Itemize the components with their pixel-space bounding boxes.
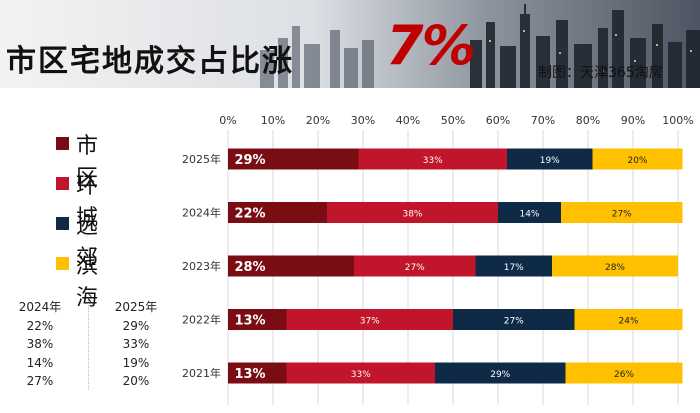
- table-cell: 22%: [26, 318, 54, 333]
- data-label: 20%: [627, 156, 647, 166]
- data-label: 14%: [519, 210, 539, 220]
- table-cell: 19%: [122, 355, 150, 370]
- y-tick-label: 2024年: [182, 206, 221, 220]
- bar-segment: [561, 202, 683, 223]
- table-cell: 14%: [26, 355, 54, 370]
- data-label: 29%: [490, 370, 510, 380]
- bar-segment: [592, 148, 683, 170]
- y-tick-label: 2021年: [182, 366, 221, 380]
- bar-segment: [286, 362, 435, 384]
- data-label: 29%: [234, 153, 265, 168]
- x-tick-label: 60%: [486, 114, 510, 127]
- legend-swatch: [56, 137, 69, 150]
- data-label: 28%: [605, 263, 625, 273]
- table-cell: 33%: [122, 337, 150, 351]
- table-column-2025: 2025年 29% 33% 19% 20%: [96, 298, 176, 391]
- bar-segment: [574, 309, 683, 330]
- bar-segment: [552, 255, 678, 277]
- bar-segment: [228, 362, 287, 384]
- x-tick-label: 80%: [576, 114, 600, 127]
- table-column-2024: 2024年 22% 38% 14% 27%: [0, 298, 80, 391]
- data-label: 38%: [402, 210, 422, 220]
- table-cell: 38%: [26, 337, 54, 351]
- chart-credit: 制图：天津365淘房: [538, 65, 663, 81]
- table-divider: [88, 300, 90, 390]
- legend-label: 环城: [76, 174, 99, 231]
- data-label: 28%: [234, 260, 265, 275]
- bar-segment: [507, 148, 593, 170]
- table-cell: 27%: [26, 374, 54, 388]
- table-cell: 20%: [122, 374, 150, 388]
- x-tick-label: 0%: [219, 114, 236, 127]
- x-tick-label: 40%: [396, 114, 420, 127]
- data-label: 37%: [360, 317, 380, 327]
- bar-segment: [228, 148, 359, 170]
- bar-segment: [228, 309, 287, 330]
- bar-segment: [228, 202, 327, 223]
- page-title: 市区宅地成交占比涨: [6, 44, 294, 79]
- legend-label: 远郊: [76, 214, 99, 271]
- data-label: 17%: [504, 263, 524, 273]
- legend-swatch: [56, 177, 69, 190]
- city-skyline-image: [260, 4, 700, 88]
- data-label: 13%: [234, 367, 265, 382]
- legend-swatch: [56, 257, 69, 270]
- data-label: 33%: [351, 370, 371, 380]
- legend-label: 滨海: [76, 254, 99, 311]
- data-label: 24%: [618, 317, 638, 327]
- data-label: 13%: [234, 314, 265, 329]
- title-percentage: 7%: [386, 14, 476, 77]
- bar-segment: [354, 255, 476, 277]
- x-tick-label: 70%: [531, 114, 555, 127]
- data-label: 27%: [504, 317, 524, 327]
- legend-swatch: [56, 217, 69, 230]
- bar-segment: [358, 148, 507, 170]
- x-tick-label: 90%: [621, 114, 645, 127]
- legend-label: 市区: [76, 134, 99, 191]
- bar-segment: [327, 202, 498, 223]
- x-tick-label: 30%: [351, 114, 375, 127]
- data-label: 33%: [423, 156, 443, 166]
- bar-segment: [475, 255, 552, 277]
- y-tick-label: 2022年: [182, 313, 221, 327]
- data-label: 27%: [405, 263, 425, 273]
- bar-segment: [286, 309, 453, 330]
- bar-segment: [498, 202, 561, 223]
- x-tick-label: 20%: [306, 114, 330, 127]
- bar-segment: [453, 309, 575, 330]
- bar-segment: [228, 255, 354, 277]
- data-label: 26%: [614, 370, 634, 380]
- y-tick-label: 2023年: [182, 259, 221, 273]
- x-tick-label: 100%: [662, 114, 693, 127]
- x-tick-label: 10%: [261, 114, 285, 127]
- data-label: 19%: [540, 156, 560, 166]
- y-tick-label: 2025年: [182, 152, 221, 166]
- bar-segment: [565, 362, 683, 384]
- table-header: 2024年: [18, 300, 62, 314]
- header-banner: 市区宅地成交占比涨 7% 制图：天津365淘房: [0, 0, 700, 88]
- data-label: 22%: [234, 207, 265, 222]
- bar-segment: [435, 362, 566, 384]
- table-header: 2025年: [114, 300, 158, 314]
- x-tick-label: 50%: [441, 114, 465, 127]
- data-label: 27%: [612, 210, 632, 220]
- table-cell: 29%: [122, 318, 150, 333]
